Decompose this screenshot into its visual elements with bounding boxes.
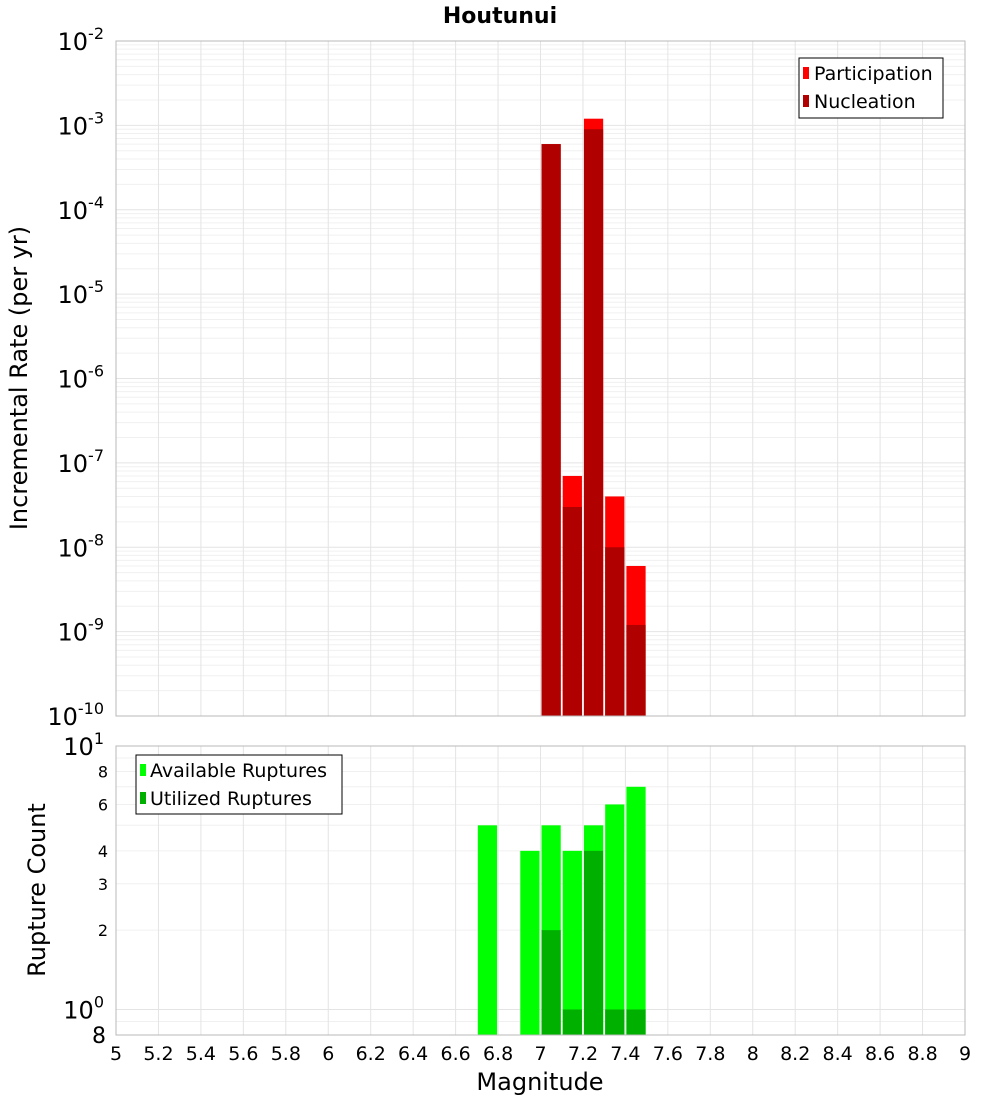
bar-nucleation-7.15 — [562, 506, 582, 716]
top-bars — [541, 118, 646, 717]
bottom-y-minor-tick-label: 8 — [92, 1024, 106, 1049]
x-tick-label: 7 — [534, 1043, 546, 1065]
x-tick-label: 5.6 — [228, 1043, 258, 1065]
bar-available-ruptures-7.35 — [605, 804, 625, 1035]
bottom-y-minor-tick-label: 2 — [98, 921, 108, 940]
top-y-tick-label: 10-6 — [58, 362, 105, 394]
bottom-y-minor-tick-label: 3 — [98, 875, 108, 894]
x-tick-label: 6.6 — [440, 1043, 470, 1065]
top-y-tick-label: 10-2 — [58, 24, 105, 56]
top-y-tick-label: 10-4 — [58, 193, 105, 225]
top-y-axis-label: Incremental Rate (per yr) — [5, 226, 33, 530]
x-tick-label: 8.4 — [823, 1043, 853, 1065]
x-tick-label: 5.4 — [186, 1043, 216, 1065]
top-y-tick-label: 10-9 — [58, 615, 105, 647]
top-y-tick-label: 10-7 — [58, 446, 105, 478]
legend-label-available-ruptures: Available Ruptures — [150, 760, 327, 782]
bar-utilized-ruptures-7.25 — [583, 850, 604, 1035]
bottom-y-major-tick-label: 100 — [63, 992, 104, 1024]
legend-label-participation: Participation — [814, 63, 933, 85]
bar-available-ruptures-7.15 — [562, 850, 582, 1035]
x-tick-label: 8.2 — [780, 1043, 810, 1065]
bottom-y-minor-tick-label: 4 — [98, 842, 108, 861]
bar-nucleation-7.05 — [541, 144, 561, 716]
legend-swatch-utilized-ruptures — [140, 792, 146, 804]
top-y-tick-label: 10-10 — [47, 699, 104, 731]
bottom-legend-box — [135, 754, 343, 815]
bar-available-ruptures-6.95 — [520, 850, 540, 1035]
bottom-y-major-tick-label: 101 — [63, 729, 104, 761]
bar-nucleation-7.25 — [583, 129, 604, 717]
x-axis: 5 5.2 5.4 5.6 5.8 6 6.2 6.4 6.6 6.8 7 7.2 7.4 7.6 7.8 8… — [110, 1043, 971, 1065]
top-gridlines — [116, 41, 965, 716]
x-tick-label: 7.2 — [568, 1043, 598, 1065]
legend-label-nucleation: Nucleation — [814, 91, 916, 113]
bottom-y-axis-label: Rupture Count — [23, 803, 51, 977]
top-y-tick-label: 10-8 — [58, 530, 105, 562]
legend-swatch-available-ruptures — [140, 764, 146, 776]
bar-nucleation-7.45 — [626, 624, 646, 716]
x-tick-label: 5 — [110, 1043, 122, 1065]
bottom-plot-frame — [115, 745, 966, 1036]
x-tick-label: 5.2 — [143, 1043, 173, 1065]
legend-label-utilized-ruptures: Utilized Ruptures — [150, 788, 312, 810]
bar-nucleation-7.35 — [605, 547, 625, 716]
top-y-axis: 10-10 10-9 10-8 10-7 10-6 10-5 10-4 10-3 10-2 — [47, 24, 104, 731]
x-tick-label: 8.6 — [865, 1043, 895, 1065]
chart-title: Houtunui — [443, 4, 557, 29]
bar-available-ruptures-6.75 — [477, 825, 498, 1035]
x-tick-label: 6.2 — [356, 1043, 386, 1065]
top-y-tick-label: 10-3 — [58, 108, 105, 140]
bar-utilized-ruptures-7.35 — [605, 1009, 625, 1035]
bottom-legend: Available Ruptures Utilized Ruptures — [135, 754, 343, 815]
bottom-gridlines — [116, 746, 965, 1035]
bottom-y-minor-tick-label: 8 — [98, 763, 108, 782]
x-tick-label: 9 — [959, 1043, 971, 1065]
bar-utilized-ruptures-7.45 — [626, 1009, 646, 1035]
x-axis-label: Magnitude — [476, 1068, 603, 1096]
x-tick-label: 8 — [747, 1043, 759, 1065]
top-y-tick-label: 10-5 — [58, 277, 105, 309]
bottom-y-axis: 100 101 8 2 3 4 6 8 — [63, 729, 108, 1049]
top-plot-frame — [115, 40, 966, 717]
bottom-y-minor-tick-label: 6 — [98, 795, 108, 814]
x-tick-label: 6.4 — [398, 1043, 428, 1065]
x-tick-label: 7.4 — [610, 1043, 640, 1065]
bar-available-ruptures-7.45 — [626, 786, 646, 1035]
x-tick-label: 6 — [322, 1043, 334, 1065]
bottom-bars — [477, 786, 646, 1035]
x-tick-label: 7.8 — [695, 1043, 725, 1065]
x-tick-label: 8.8 — [907, 1043, 937, 1065]
x-tick-label: 7.6 — [653, 1043, 683, 1065]
top-legend-box — [798, 57, 944, 119]
legend-swatch-nucleation — [803, 95, 809, 107]
top-legend: Participation Nucleation — [798, 57, 944, 119]
x-tick-label: 5.8 — [271, 1043, 301, 1065]
legend-swatch-participation — [803, 67, 809, 79]
bar-utilized-ruptures-7.05 — [541, 930, 561, 1035]
bar-utilized-ruptures-7.15 — [562, 1009, 582, 1035]
x-tick-label: 6.8 — [483, 1043, 513, 1065]
